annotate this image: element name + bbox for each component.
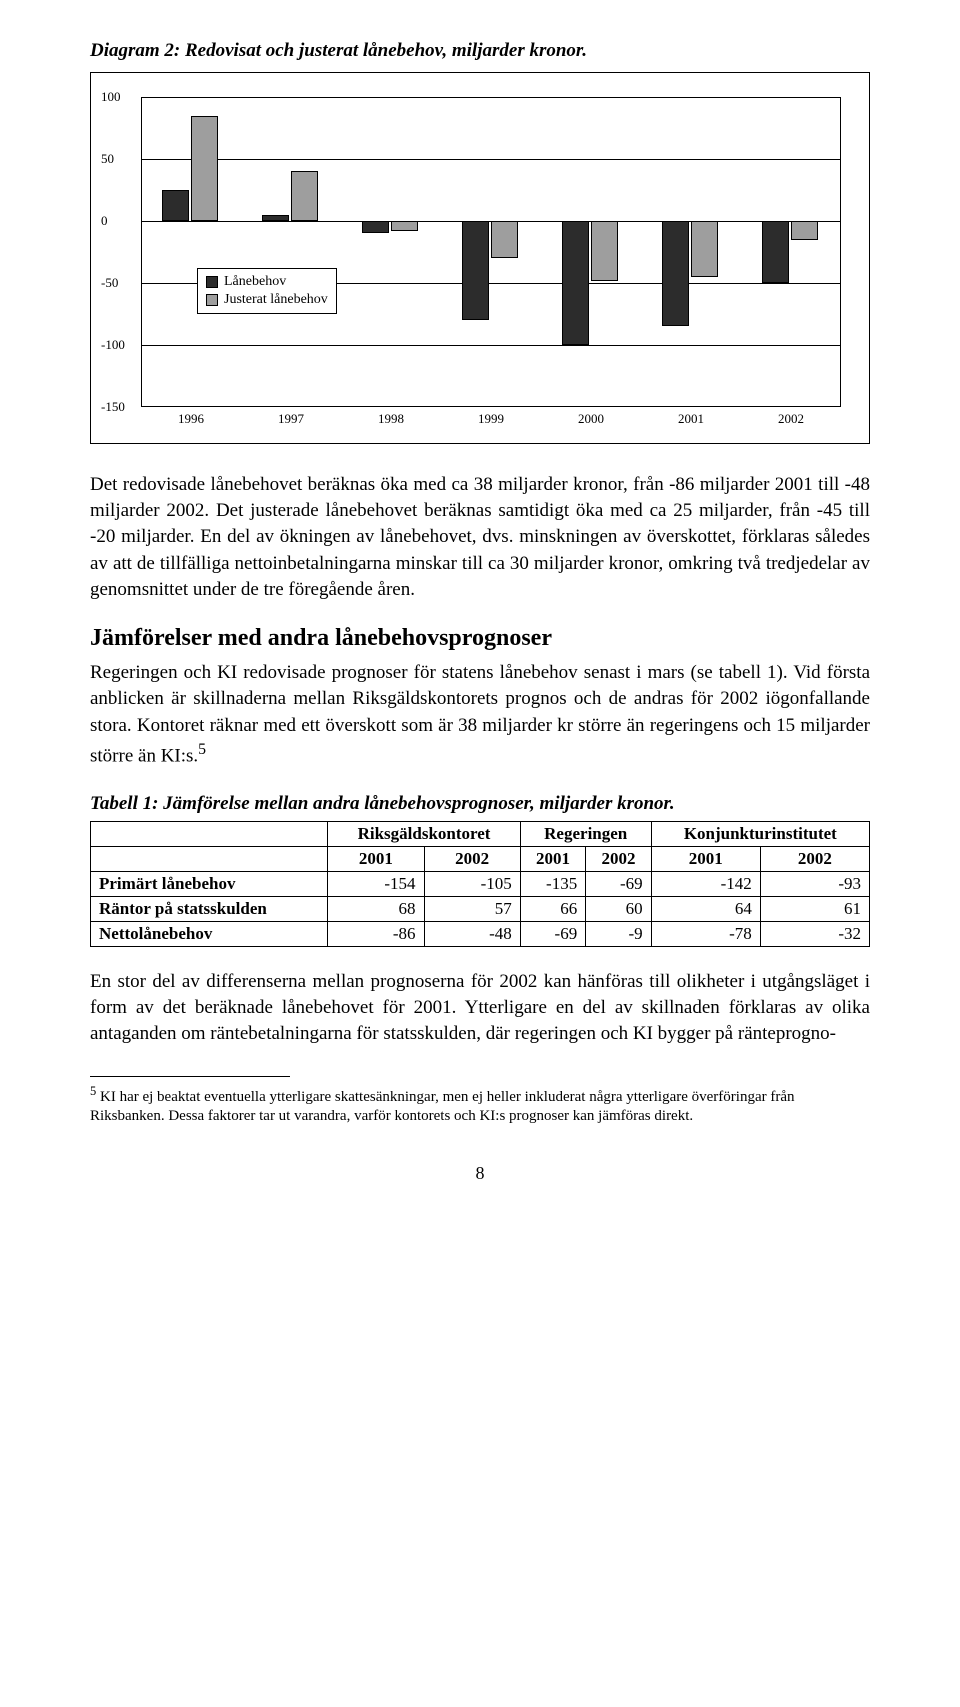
chart-plot-area: 100500-50-100-150LånebehovJusterat låneb… bbox=[141, 97, 841, 407]
table-header-row-2: 2001 2002 2001 2002 2001 2002 bbox=[91, 846, 870, 871]
table-year-4: 2001 bbox=[651, 846, 760, 871]
table-cell: -48 bbox=[424, 921, 520, 946]
table-cell: -69 bbox=[586, 871, 651, 896]
table-cell: -93 bbox=[760, 871, 869, 896]
bar bbox=[162, 190, 189, 221]
gridline bbox=[141, 159, 841, 160]
legend-item: Lånebehov bbox=[206, 273, 328, 291]
gridline bbox=[141, 345, 841, 346]
table-header-blank-2 bbox=[91, 846, 328, 871]
legend-label: Justerat lånebehov bbox=[224, 292, 328, 308]
bar bbox=[462, 221, 489, 320]
legend-label: Lånebehov bbox=[224, 274, 286, 290]
bar bbox=[191, 116, 218, 221]
table-row-label: Räntor på statsskulden bbox=[91, 896, 328, 921]
y-tick-label: -100 bbox=[101, 337, 125, 353]
table-cell: -32 bbox=[760, 921, 869, 946]
table-cell: -142 bbox=[651, 871, 760, 896]
table-cell: 60 bbox=[586, 896, 651, 921]
comparison-table: Riksgäldskontoret Regeringen Konjunkturi… bbox=[90, 821, 870, 947]
chart-legend: Lånebehov Justerat lånebehov bbox=[197, 268, 337, 314]
table-row: Räntor på statsskulden685766606461 bbox=[91, 896, 870, 921]
table-cell: -9 bbox=[586, 921, 651, 946]
x-tick-label: 1999 bbox=[478, 411, 504, 427]
legend-swatch bbox=[206, 276, 218, 288]
paragraph-2: Regeringen och KI redovisade prognoser f… bbox=[90, 660, 870, 769]
table-year-0: 2001 bbox=[328, 846, 424, 871]
table-year-5: 2002 bbox=[760, 846, 869, 871]
table-header-group-2: Konjunkturinstitutet bbox=[651, 821, 869, 846]
table-cell: 66 bbox=[520, 896, 585, 921]
table-cell: 68 bbox=[328, 896, 424, 921]
bar bbox=[591, 221, 618, 281]
bar bbox=[791, 221, 818, 240]
table-cell: -154 bbox=[328, 871, 424, 896]
bar bbox=[762, 221, 789, 283]
table-row-label: Nettolånebehov bbox=[91, 921, 328, 946]
bar bbox=[291, 171, 318, 221]
diagram-title: Diagram 2: Redovisat och justerat lånebe… bbox=[90, 40, 870, 62]
table-row: Primärt lånebehov-154-105-135-69-142-93 bbox=[91, 871, 870, 896]
y-tick-label: -150 bbox=[101, 399, 125, 415]
table-year-3: 2002 bbox=[586, 846, 651, 871]
bar bbox=[662, 221, 689, 326]
table-header-group-0: Riksgäldskontoret bbox=[328, 821, 520, 846]
table-title: Tabell 1: Jämförelse mellan andra lånebe… bbox=[90, 791, 870, 817]
paragraph-3: En stor del av differenserna mellan prog… bbox=[90, 969, 870, 1048]
y-tick-label: 100 bbox=[101, 89, 121, 105]
table-cell: -78 bbox=[651, 921, 760, 946]
legend-item: Justerat lånebehov bbox=[206, 291, 328, 309]
footnote-ref-5: 5 bbox=[198, 741, 206, 758]
table-cell: -105 bbox=[424, 871, 520, 896]
paragraph-1: Det redovisade lånebehovet beräknas öka … bbox=[90, 472, 870, 603]
x-tick-label: 1998 bbox=[378, 411, 404, 427]
footnote-text: KI har ej beaktat eventuella ytterligare… bbox=[90, 1089, 795, 1125]
x-tick-label: 1997 bbox=[278, 411, 304, 427]
footnote-rule bbox=[90, 1076, 290, 1077]
table-cell: 64 bbox=[651, 896, 760, 921]
bar bbox=[691, 221, 718, 277]
table-year-2: 2001 bbox=[520, 846, 585, 871]
page-number: 8 bbox=[90, 1163, 870, 1184]
bar bbox=[262, 215, 289, 221]
footnote-5: 5 KI har ej beaktat eventuella ytterliga… bbox=[90, 1083, 870, 1127]
table-cell: -135 bbox=[520, 871, 585, 896]
bar bbox=[562, 221, 589, 345]
x-tick-label: 2002 bbox=[778, 411, 804, 427]
table-header-row-1: Riksgäldskontoret Regeringen Konjunkturi… bbox=[91, 821, 870, 846]
chart-x-axis: 1996 1997 1998 1999 2000 2001 2002 bbox=[141, 411, 841, 433]
table-row: Nettolånebehov-86-48-69-9-78-32 bbox=[91, 921, 870, 946]
x-tick-label: 2001 bbox=[678, 411, 704, 427]
y-tick-label: 0 bbox=[101, 213, 108, 229]
table-header-group-1: Regeringen bbox=[520, 821, 651, 846]
table-cell: -69 bbox=[520, 921, 585, 946]
paragraph-2-text: Regeringen och KI redovisade prognoser f… bbox=[90, 662, 870, 766]
x-tick-label: 1996 bbox=[178, 411, 204, 427]
x-tick-label: 2000 bbox=[578, 411, 604, 427]
table-year-1: 2002 bbox=[424, 846, 520, 871]
bar bbox=[391, 221, 418, 231]
bar bbox=[362, 221, 389, 233]
table-header-blank bbox=[91, 821, 328, 846]
table-cell: 57 bbox=[424, 896, 520, 921]
table-cell: 61 bbox=[760, 896, 869, 921]
y-tick-label: 50 bbox=[101, 151, 114, 167]
chart-container: 100 50 0 -50 -100 -150 Lånebehov Justerat låneb… bbox=[90, 72, 870, 444]
table-row-label: Primärt lånebehov bbox=[91, 871, 328, 896]
bar bbox=[491, 221, 518, 258]
section-heading: Jämförelser med andra lånebehovsprognose… bbox=[90, 625, 870, 652]
table-cell: -86 bbox=[328, 921, 424, 946]
y-tick-label: -50 bbox=[101, 275, 118, 291]
legend-swatch bbox=[206, 294, 218, 306]
